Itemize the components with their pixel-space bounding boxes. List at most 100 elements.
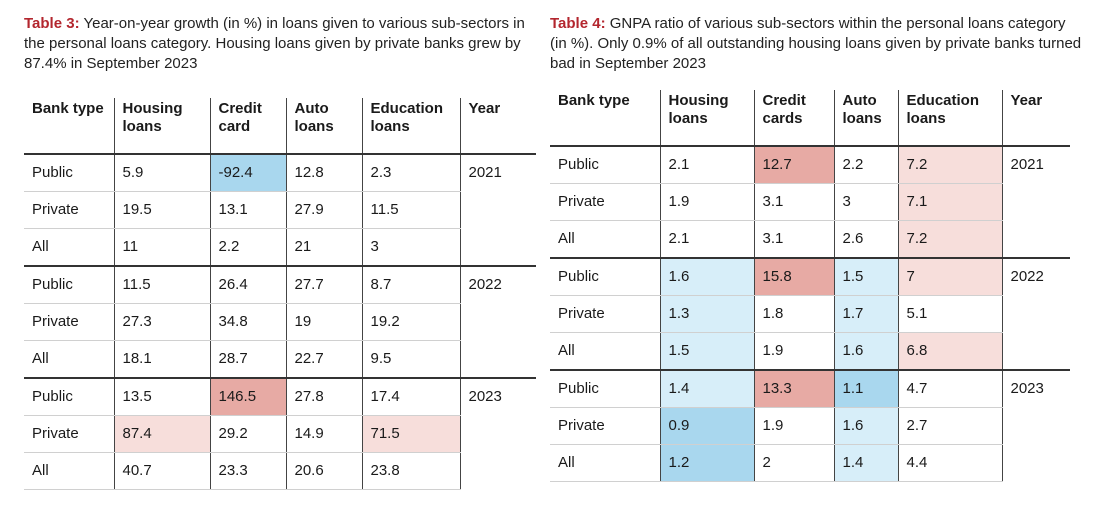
table-cell: 0.9 <box>660 407 755 445</box>
year-cell <box>460 229 536 267</box>
table-row: Private 0.9 1.9 1.6 2.7 <box>550 407 1070 445</box>
table-cell: 2.2 <box>210 228 287 267</box>
table-row: All 1.2 2 1.4 4.4 <box>550 444 1070 482</box>
year-cell <box>460 416 536 453</box>
table-cell: 19.2 <box>362 303 461 341</box>
table3-header-cell: Year <box>468 100 501 117</box>
table-cell: 29.2 <box>210 415 287 453</box>
table-cell: 2.3 <box>362 153 461 192</box>
table-cell: All <box>550 220 661 259</box>
table3: Bank type Housing loans Credit card Auto… <box>24 98 536 490</box>
table-cell: Private <box>550 295 661 333</box>
table3-label: Table 3: <box>24 15 80 32</box>
year-cell: 2021 <box>460 153 536 192</box>
table-cell: 3 <box>362 228 461 267</box>
table-cell: 146.5 <box>210 377 287 416</box>
table-cell: 1.8 <box>754 295 835 333</box>
table-cell: Public <box>550 145 661 184</box>
year-cell <box>1002 184 1070 221</box>
table4-header-cell: Credit cards <box>754 90 835 146</box>
table-cell: 7 <box>898 257 1003 296</box>
table-cell: Public <box>24 377 115 416</box>
table-cell: Public <box>550 369 661 408</box>
table-cell: 27.9 <box>286 191 363 229</box>
table-cell: 1.2 <box>660 444 755 482</box>
table-cell: Private <box>24 191 115 229</box>
table4: Bank type Housing loans Credit cards Aut… <box>550 90 1070 482</box>
table3-caption-text: Year-on-year growth (in %) in loans give… <box>24 15 525 72</box>
year-cell <box>460 453 536 490</box>
table-cell: 15.8 <box>754 257 835 296</box>
table-cell: 13.3 <box>754 369 835 408</box>
table3-panel: Table 3: Year-on-year growth (in %) in l… <box>24 0 546 490</box>
table3-header-cell: Housing loans <box>114 98 211 154</box>
table-cell: 1.5 <box>834 257 899 296</box>
table-cell: 21 <box>286 228 363 267</box>
table-cell: All <box>550 332 661 371</box>
table-cell: 3.1 <box>754 183 835 221</box>
table3-header-cell: Credit card <box>210 98 287 154</box>
table4-caption: Table 4: GNPA ratio of various sub-secto… <box>550 14 1082 76</box>
table-cell: 26.4 <box>210 265 287 304</box>
table-cell: Private <box>550 407 661 445</box>
table-row: All 40.7 23.3 20.6 23.8 <box>24 452 536 490</box>
table-cell: 3 <box>834 183 899 221</box>
table-cell: 1.6 <box>660 257 755 296</box>
table-cell: 3.1 <box>754 220 835 259</box>
table-cell: 17.4 <box>362 377 461 416</box>
table4-header-cell: Auto loans <box>834 90 899 146</box>
table-row: All 1.5 1.9 1.6 6.8 <box>550 332 1070 371</box>
table-cell: 1.5 <box>660 332 755 371</box>
table-cell: 2.1 <box>660 145 755 184</box>
table-cell: 2.1 <box>660 220 755 259</box>
table-cell: Public <box>24 265 115 304</box>
table-cell: 28.7 <box>210 340 287 379</box>
table-cell: 23.3 <box>210 452 287 490</box>
table-cell: 12.8 <box>286 153 363 192</box>
table-cell: 7.2 <box>898 145 1003 184</box>
table-cell: 5.1 <box>898 295 1003 333</box>
table-row: Public 1.4 13.3 1.1 4.7 2023 <box>550 369 1070 408</box>
table-cell: 19.5 <box>114 191 211 229</box>
table-cell: 2 <box>754 444 835 482</box>
table-row: Private 1.3 1.8 1.7 5.1 <box>550 295 1070 333</box>
table-cell: All <box>24 452 115 490</box>
table4-header-row: Bank type Housing loans Credit cards Aut… <box>550 90 1070 146</box>
table-cell: 1.4 <box>660 369 755 408</box>
year-cell: 2022 <box>1002 257 1070 296</box>
table-row: Private 87.4 29.2 14.9 71.5 <box>24 415 536 453</box>
table-cell: 5.9 <box>114 153 211 192</box>
table-cell: 1.1 <box>834 369 899 408</box>
year-cell <box>460 304 536 341</box>
year-cell <box>1002 296 1070 333</box>
table3-header-cell: Auto loans <box>286 98 363 154</box>
year-cell: 2023 <box>1002 369 1070 408</box>
table-cell: All <box>24 228 115 267</box>
table-row: Private 1.9 3.1 3 7.1 <box>550 183 1070 221</box>
table-cell: 6.8 <box>898 332 1003 371</box>
table-cell: 8.7 <box>362 265 461 304</box>
table-cell: 14.9 <box>286 415 363 453</box>
table-cell: 2.2 <box>834 145 899 184</box>
table-cell: 27.3 <box>114 303 211 341</box>
table-cell: Public <box>550 257 661 296</box>
table-cell: 13.1 <box>210 191 287 229</box>
table-row: Public 1.6 15.8 1.5 7 2022 <box>550 257 1070 296</box>
year-cell: 2021 <box>1002 145 1070 184</box>
year-cell <box>460 341 536 379</box>
table-cell: 19 <box>286 303 363 341</box>
table-cell: 12.7 <box>754 145 835 184</box>
year-cell: 2023 <box>460 377 536 416</box>
table-row: Public 13.5 146.5 27.8 17.4 2023 <box>24 377 536 416</box>
table-cell: 9.5 <box>362 340 461 379</box>
table-row: All 2.1 3.1 2.6 7.2 <box>550 220 1070 259</box>
table-cell: 34.8 <box>210 303 287 341</box>
year-cell <box>1002 221 1070 259</box>
table-cell: 7.1 <box>898 183 1003 221</box>
table-row: All 11 2.2 21 3 <box>24 228 536 267</box>
table-row: Private 27.3 34.8 19 19.2 <box>24 303 536 341</box>
table-cell: 22.7 <box>286 340 363 379</box>
table4-header-cell: Year <box>1010 92 1043 109</box>
table-cell: 1.6 <box>834 407 899 445</box>
table-cell: 1.4 <box>834 444 899 482</box>
